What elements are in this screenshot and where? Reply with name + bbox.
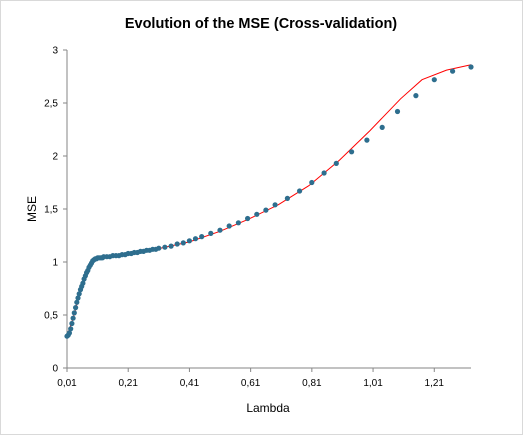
data-point (199, 234, 205, 240)
y-tick-label: 0 (52, 364, 58, 375)
x-tick-label: 0,21 (118, 378, 138, 389)
x-tick-label: 0,41 (180, 378, 200, 389)
chart-title: Evolution of the MSE (Cross-validation) (125, 16, 397, 32)
data-point (66, 330, 72, 336)
data-point (333, 160, 339, 166)
data-point (413, 93, 419, 99)
data-point (73, 305, 79, 311)
data-point (180, 240, 186, 246)
x-tick-label: 0,61 (241, 378, 261, 389)
y-tick-label: 0,5 (44, 311, 58, 322)
data-point (75, 295, 81, 301)
data-point (349, 149, 355, 155)
data-point (168, 243, 174, 249)
data-point (364, 137, 370, 143)
data-point (309, 179, 315, 186)
x-tick-label: 1,21 (425, 378, 445, 389)
y-tick-label: 2 (52, 152, 58, 163)
data-point (80, 280, 86, 286)
series-line (66, 64, 472, 337)
data-point (468, 64, 474, 70)
y-tick-label: 2,5 (44, 99, 58, 110)
data-point (272, 202, 278, 208)
data-point (245, 215, 251, 222)
data-point (186, 238, 192, 244)
y-tick-label: 1,5 (44, 205, 58, 216)
data-point (226, 223, 232, 229)
data-point (208, 230, 214, 236)
x-tick-label: 0,01 (57, 378, 77, 389)
data-point (297, 188, 303, 194)
data-point (74, 299, 80, 305)
data-point (69, 320, 75, 327)
data-point (71, 310, 77, 316)
y-tick-label: 3 (52, 46, 58, 57)
data-point (431, 77, 437, 83)
data-point (284, 195, 290, 201)
data-point (254, 211, 260, 217)
y-axis-title: MSE (25, 196, 39, 222)
data-point (450, 68, 456, 74)
data-point (156, 245, 162, 251)
data-point (162, 244, 168, 250)
x-tick-label: 1,01 (363, 378, 383, 389)
data-point (68, 326, 74, 332)
data-point (70, 315, 76, 321)
plot-area: 0 0,5 1 1,5 2 2,5 3 0,01 0,21 0,41 0,61 0,81 1,01 1,2… (44, 46, 474, 389)
data-point (76, 291, 82, 297)
data-point (321, 170, 327, 176)
data-point (192, 236, 199, 242)
data-point (263, 207, 269, 213)
data-point (379, 124, 385, 130)
data-point (217, 227, 223, 233)
data-point (235, 220, 241, 226)
x-tick-label: 0,81 (302, 378, 322, 389)
y-tick-label: 1 (52, 258, 58, 269)
data-point (394, 108, 401, 115)
x-axis-title: Lambda (246, 401, 290, 415)
data-point (174, 241, 180, 247)
